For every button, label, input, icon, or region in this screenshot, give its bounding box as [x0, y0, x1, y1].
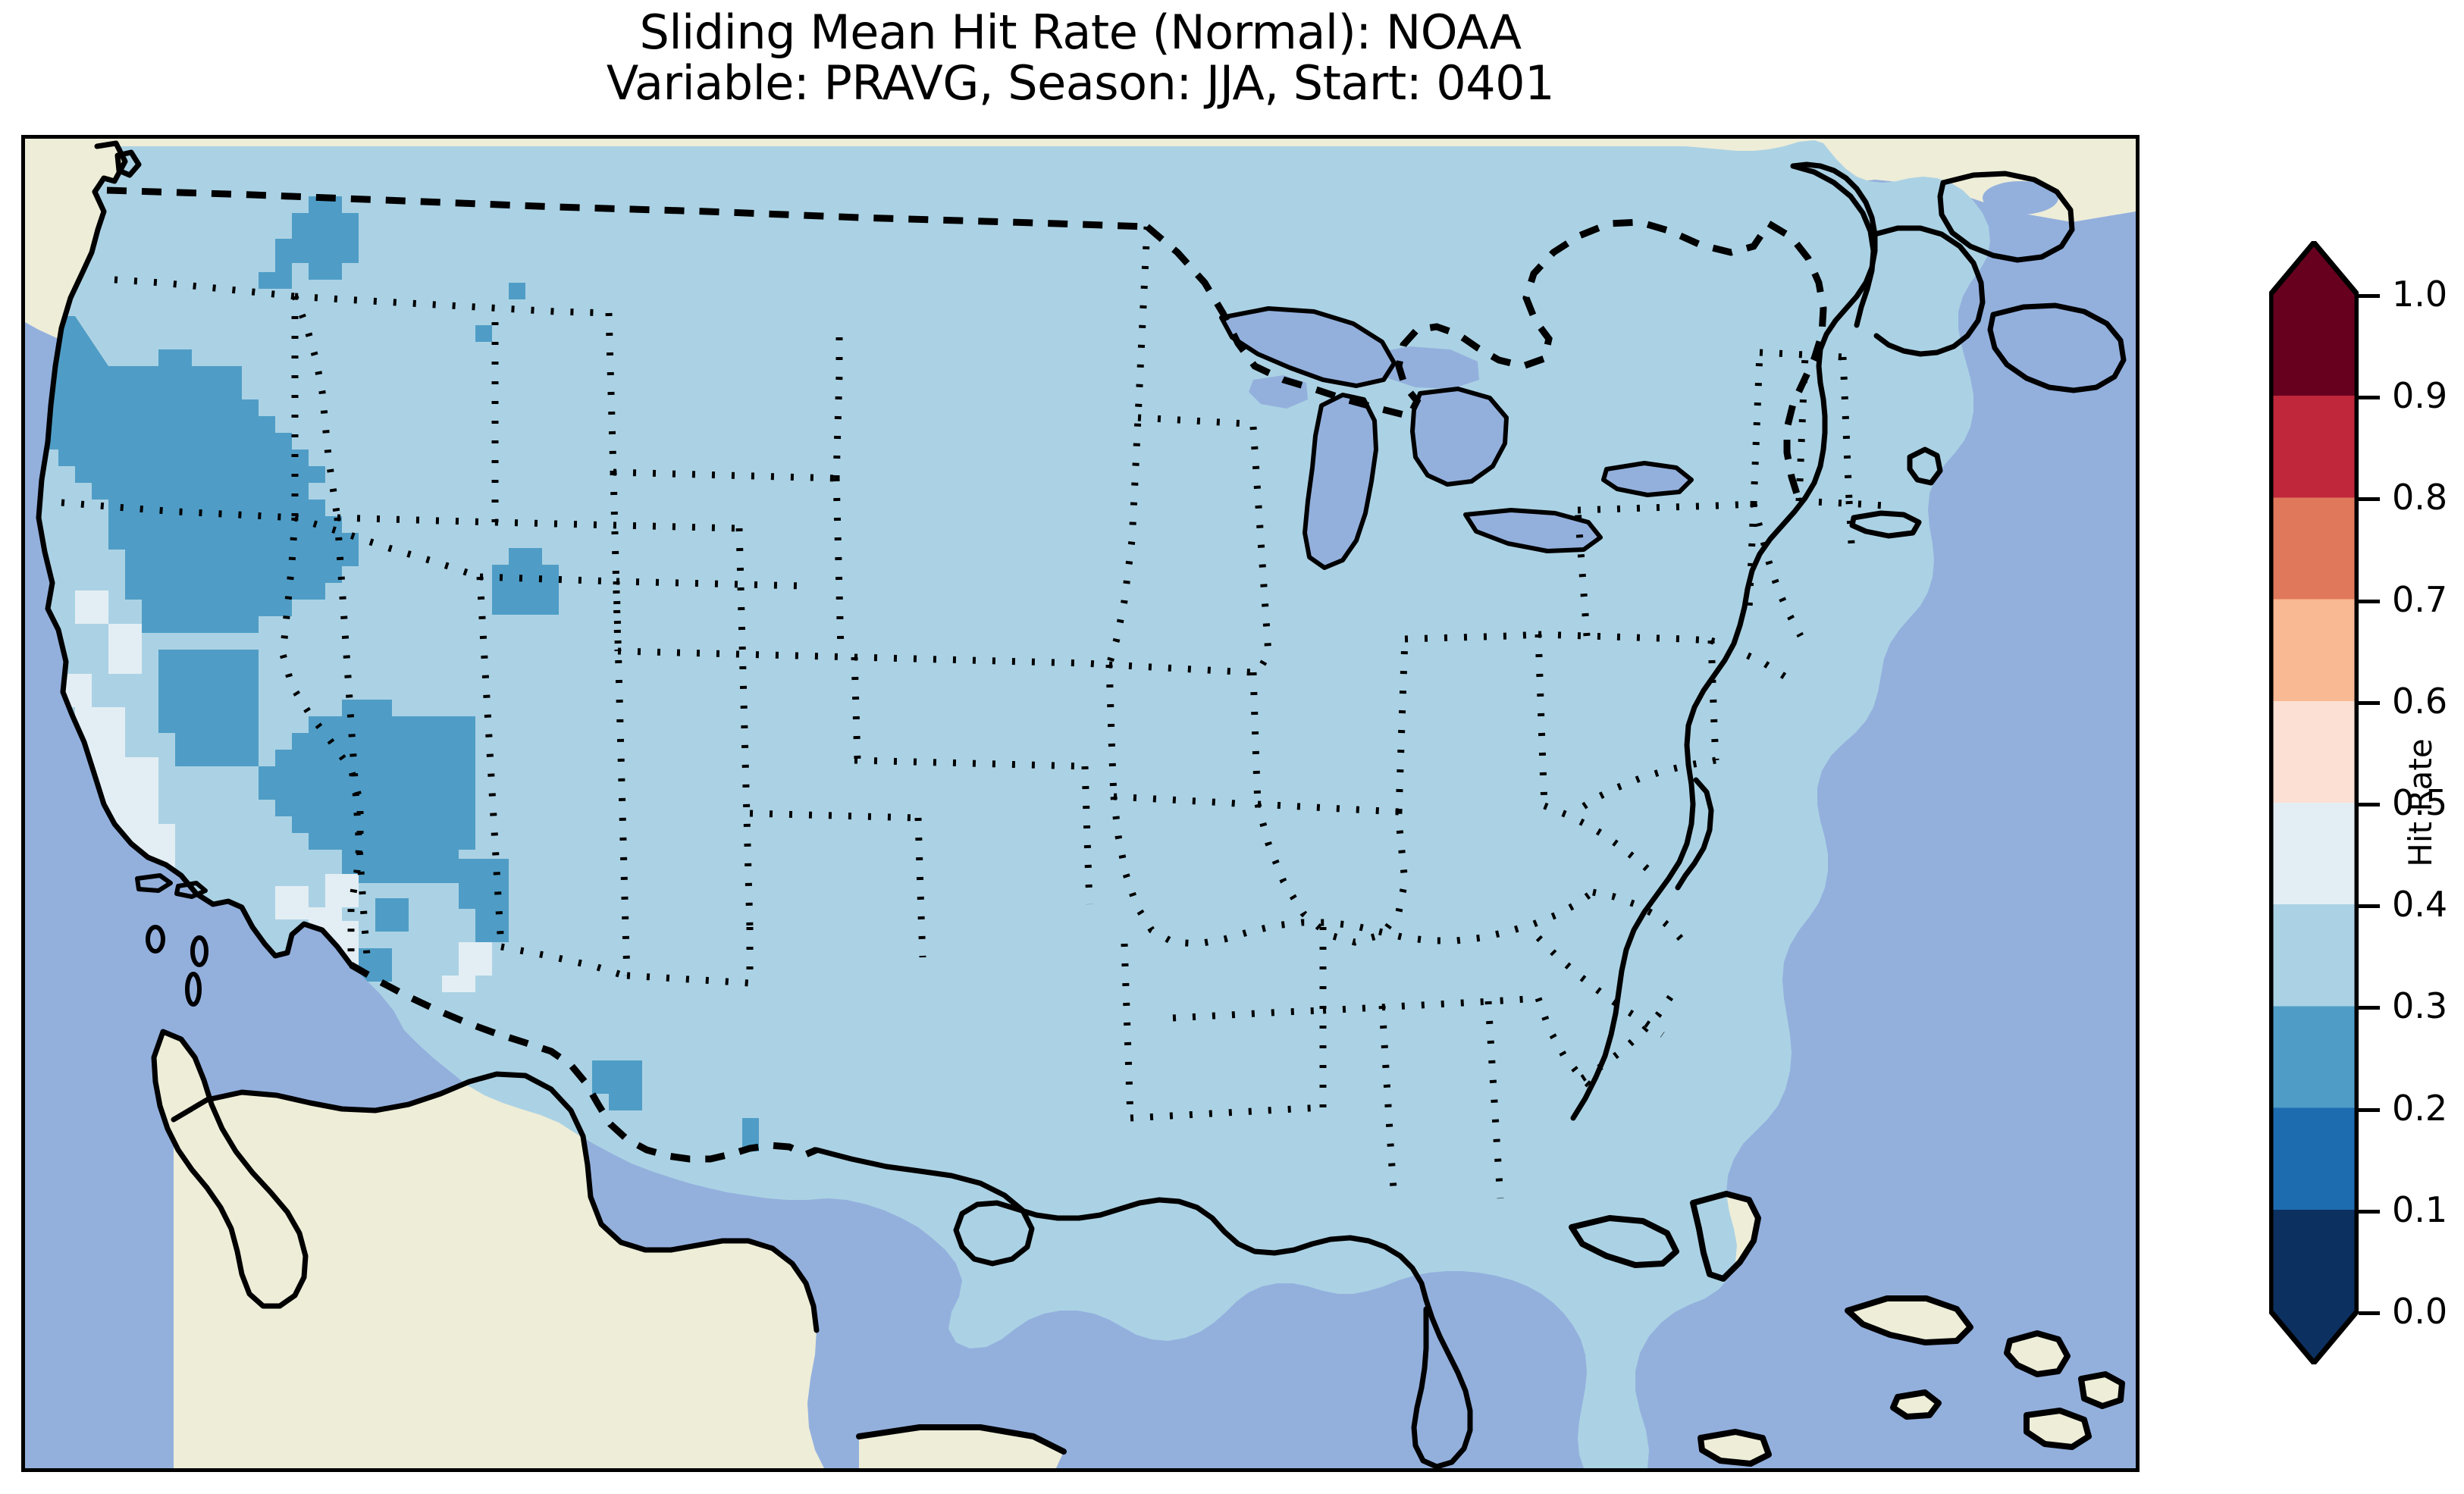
colorbar-tick: [2359, 1108, 2380, 1112]
colorbar-tick: [2359, 1311, 2380, 1315]
raster-band-0.2-0.3: [39, 196, 759, 1151]
colorbar-tick-label: 0.4: [2392, 884, 2448, 925]
colorbar-tick: [2359, 803, 2380, 807]
colorbar: [2269, 241, 2359, 1364]
colorbar-outline: [2269, 241, 2359, 1364]
colorbar-tick-label: 0.7: [2392, 579, 2448, 620]
lake-erie: [1466, 510, 1600, 551]
colorbar-tick-label: 0.2: [2392, 1088, 2448, 1129]
title-line-1: Sliding Mean Hit Rate (Normal): NOAA: [639, 5, 1522, 60]
colorbar-bands: [2271, 294, 2357, 1311]
colorbar-tick-group: 1.0 0.9 0.8 0.7 0.6 0.5 0.4 0.3 0.2 0.1 …: [2269, 241, 2464, 1364]
colorbar-tick-label: 0.3: [2392, 985, 2448, 1026]
lake-ontario: [1603, 463, 1691, 495]
colorbar-over-arrow: [2271, 243, 2357, 294]
lake-michigan: [1305, 395, 1376, 568]
colorbar-tick-label: 0.6: [2392, 681, 2448, 722]
colorbar-tick: [2359, 396, 2380, 399]
conus-hit-rate-map: [25, 139, 2136, 1468]
title-line-2: Variable: PRAVG, Season: JJA, Start: 040…: [606, 55, 1555, 111]
colorbar-tick: [2359, 497, 2380, 501]
colorbar-tick: [2359, 600, 2380, 603]
colorbar-under-arrow: [2271, 1311, 2357, 1363]
colorbar-tick: [2359, 294, 2380, 298]
lake-huron: [1412, 389, 1506, 484]
colorbar-tick-label: 0.0: [2392, 1291, 2448, 1332]
colorbar-tick-label: 0.8: [2392, 477, 2448, 518]
baja-california-landmask: [154, 1032, 306, 1306]
coastline: [36, 140, 2127, 1468]
colorbar-tick: [2359, 1006, 2380, 1010]
colorbar-tick-label: 0.5: [2392, 782, 2448, 823]
colorbar-tick-label: 0.1: [2392, 1189, 2448, 1230]
national-borders: [106, 186, 1827, 1163]
lake-superior: [1221, 309, 1394, 386]
colorbar-tick-label: 0.9: [2392, 375, 2448, 416]
map-axes: [21, 135, 2140, 1472]
colorbar-gradient: [2269, 241, 2359, 1364]
page-title: Sliding Mean Hit Rate (Normal): NOAA Var…: [0, 5, 2161, 111]
colorbar-tick-label: 1.0: [2392, 274, 2448, 315]
great-lakes: [1221, 309, 1691, 568]
mexico-landmask: [174, 1074, 824, 1468]
colorbar-tick: [2359, 701, 2380, 705]
colorbar-tick: [2359, 904, 2380, 908]
lake-superior-east: [1368, 346, 1479, 389]
colorbar-tick: [2359, 1210, 2380, 1214]
state-borders: [61, 226, 1885, 1201]
colorbar-axis-label: Hit Rate: [2402, 738, 2439, 867]
